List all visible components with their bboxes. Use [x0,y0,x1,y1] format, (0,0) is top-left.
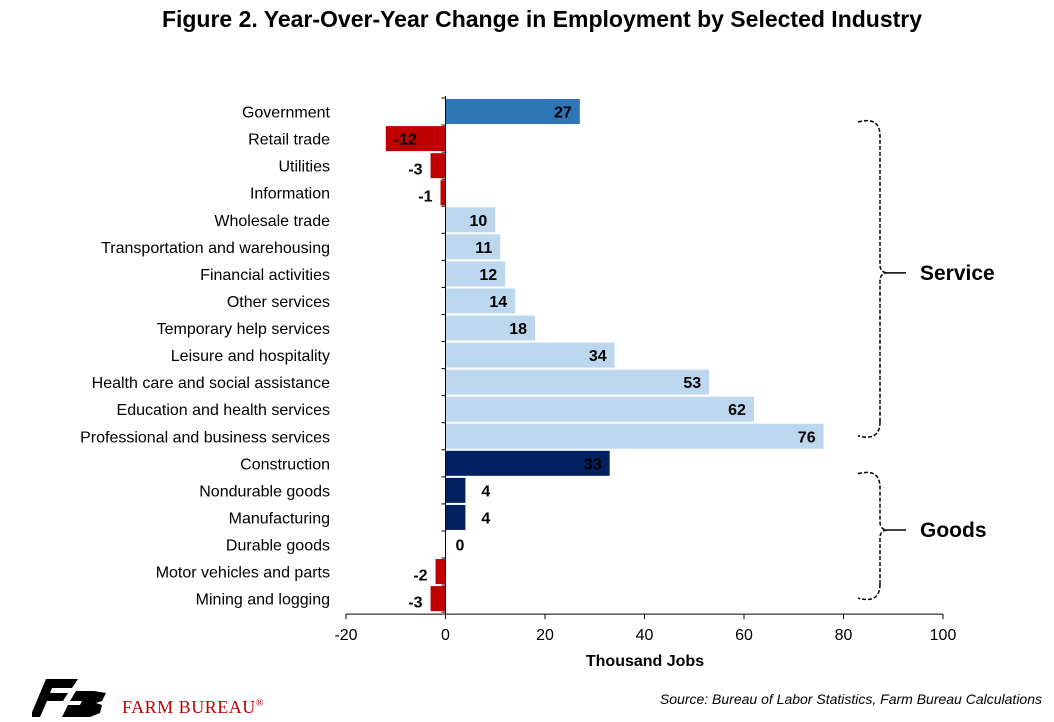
bar [430,586,446,612]
data-label: -3 [408,595,422,612]
data-label: 12 [479,267,497,284]
data-label: -2 [413,568,427,585]
category-label: Wholesale trade [214,213,330,230]
bar [440,180,446,206]
farm-bureau-logo-icon [32,679,106,717]
bar [435,559,446,585]
data-label: 4 [481,510,490,527]
category-label: Financial activities [200,267,330,284]
bar [445,207,496,233]
category-label: Manufacturing [229,510,330,527]
bracket-label: Goods [920,519,987,542]
category-label: Transportation and warehousing [101,240,330,257]
bar [445,450,610,476]
category-label: Education and health services [117,402,330,419]
bar [445,342,615,368]
category-label: Mining and logging [196,592,330,609]
bar [430,153,446,179]
labels-layer: Government 27 Retail trade -12 Utilities -3 In… [80,105,816,612]
category-label: Information [250,186,330,203]
x-tick-label: 0 [441,627,450,644]
x-tick-label: -20 [334,627,357,644]
data-label: 33 [584,456,602,473]
bar [445,234,501,260]
data-label: 27 [554,105,572,122]
bracket-goods [857,471,889,601]
chart-title: Figure 2. Year-Over-Year Change in Emplo… [161,6,923,32]
bar [445,369,710,395]
data-label: 18 [509,321,527,338]
data-label: -3 [408,162,422,179]
bracket-label: Service [920,262,995,285]
x-tick-label: 40 [636,627,654,644]
x-tick-label: 60 [735,627,753,644]
data-label: 62 [728,402,746,419]
data-label: 10 [469,213,487,230]
bar [445,504,466,530]
data-label: 11 [475,240,492,257]
bar [445,423,824,449]
category-label: Leisure and hospitality [171,348,330,365]
x-tick-label: 80 [835,627,853,644]
data-label: 76 [798,429,816,446]
data-label: 14 [489,294,507,311]
data-label: -12 [394,132,417,149]
data-label: -1 [418,189,432,206]
bar [385,126,446,152]
x-tick-label: 20 [536,627,554,644]
data-label: 53 [683,375,701,392]
category-label: Utilities [278,159,330,176]
category-label: Government [242,105,331,122]
category-label: Temporary help services [157,321,330,338]
bar [445,261,506,287]
category-label: Construction [240,456,330,473]
x-axis-title: Thousand Jobs [586,653,704,670]
category-label: Durable goods [226,537,330,554]
category-label: Nondurable goods [199,483,330,500]
brackets-layer: Service Goods [857,119,995,601]
bar [445,396,754,422]
category-label: Motor vehicles and parts [156,565,330,582]
data-label: 0 [456,537,465,554]
data-label: 34 [589,348,607,365]
bar [445,315,536,341]
bar [445,477,466,503]
category-label: Other services [227,294,330,311]
category-label: Health care and social assistance [92,375,330,392]
category-label: Professional and business services [80,429,330,446]
x-tick-label: 100 [930,627,957,644]
category-label: Retail trade [248,132,330,149]
farm-bureau-logo-text: FARM BUREAU® [122,697,264,717]
source-note: Source: Bureau of Labor Statistics, Farm… [659,691,1042,707]
bracket-service [857,119,889,438]
bar [445,288,516,314]
bar [445,99,580,125]
data-label: 4 [481,483,490,500]
bars-layer [385,99,824,612]
